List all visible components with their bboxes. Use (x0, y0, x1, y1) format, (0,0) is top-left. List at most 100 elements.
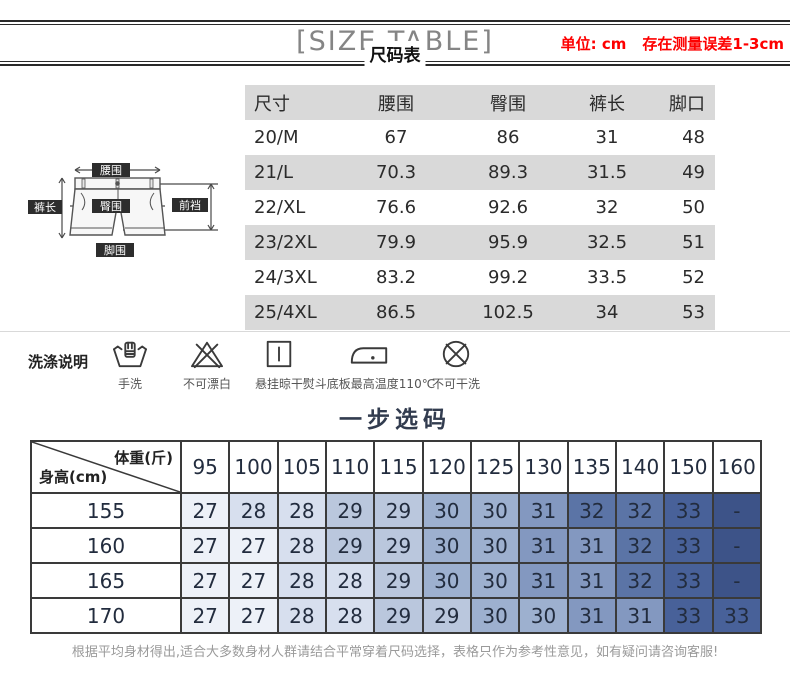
size-table-cell: 99.2 (487, 267, 529, 288)
size-table-wrap: 尺寸 腰围 臀围 裤长 脚口 20/M 67 86 31 48 21/L 70.3 89.3 31.5 49… (245, 85, 715, 330)
picker-header-row: 体重(斤) 身高(cm) 95 100 105 110 115 120 125 130 135 140… (30, 440, 763, 494)
size-table-cell: 32 (595, 197, 619, 218)
iron-110c-icon (288, 336, 450, 372)
care-label: 不可干洗 (431, 377, 480, 391)
picker-row: 165 27 27 28 28 29 30 30 31 31 32 33- (30, 562, 763, 599)
care-label: 熨斗底板最高温度110℃ (302, 377, 436, 391)
corner-height-label: 身高(cm) (39, 468, 108, 486)
care-item-iron: 熨斗底板最高温度110℃ (288, 336, 450, 392)
shorts-measurement-diagram: 腰围 裤长 前裆 臀围 脚围 (28, 163, 218, 257)
size-value-cell: 31 (566, 562, 617, 599)
size-table: 尺寸 腰围 臀围 裤长 脚口 20/M 67 86 31 48 21/L 70.3 89.3 31.5 49… (245, 85, 715, 330)
no-dry-clean-icon (413, 336, 499, 372)
care-title: 洗涤说明 (28, 353, 89, 371)
size-value-cell: 31 (566, 597, 617, 634)
size-table-cell: 70.3 (375, 162, 417, 183)
hang-dry-icon (237, 336, 321, 372)
size-value-cell: 29 (373, 562, 424, 599)
size-value-cell: 32 (614, 527, 666, 564)
size-value-cell: 30 (469, 562, 521, 599)
size-table-cell: 76.6 (375, 197, 417, 218)
size-value-cell: - (711, 562, 763, 599)
size-value-cell: 29 (324, 527, 376, 564)
size-value-cell: 31 (518, 527, 569, 564)
size-value-cell: 31 (518, 492, 569, 529)
picker-footnote: 根据平均身材得出,适合大多数身材人群请结合平常穿着尺码选择，表格只作为参考性意见… (71, 645, 719, 660)
size-value-cell: 33 (663, 597, 714, 634)
size-table-cell: 22/XL (254, 197, 306, 218)
tolerance-label: 存在测量误差1-3cm (642, 35, 784, 53)
height-row-header: 165 (30, 562, 182, 599)
care-label: 手洗 (117, 377, 142, 391)
size-table-cell: 20/M (254, 127, 299, 148)
corner-diagonal-line (32, 442, 180, 492)
care-item-no-bleach: 不可漂白 (165, 336, 249, 392)
picker-row: 170 27 27 28 28 29 29 30 30 31 31 33 33 (30, 597, 763, 634)
size-table-cell: 21/L (254, 162, 293, 183)
size-table-row: 25/4XL 86.5 102.5 34 53 (245, 295, 715, 330)
size-value-cell: 33 (663, 562, 714, 599)
waist-label: 腰围 (100, 164, 122, 177)
size-value-cell: 30 (421, 527, 472, 564)
size-table-row: 24/3XL 83.2 99.2 33.5 52 (245, 260, 715, 295)
no-bleach-icon (165, 336, 249, 372)
size-value-cell: 29 (373, 492, 424, 529)
size-table-cell: 34 (595, 302, 619, 323)
unit-label: 单位: cm (560, 35, 627, 53)
size-value-cell: 30 (421, 562, 472, 599)
size-value-cell: 30 (469, 492, 521, 529)
care-label: 悬挂晾干 (254, 377, 303, 391)
size-value-cell: 31 (566, 527, 617, 564)
size-table-cell: 23/2XL (254, 232, 317, 253)
size-value-cell: - (711, 492, 763, 529)
size-value-cell: 29 (373, 527, 424, 564)
size-table-cell: 67 (384, 127, 408, 148)
weight-column-header: 125 (469, 440, 521, 494)
size-value-cell: 28 (324, 562, 376, 599)
height-row-header: 155 (30, 492, 182, 529)
size-value-cell: 27 (179, 597, 231, 634)
header-rule-top-thick (0, 20, 790, 22)
size-value-cell: 33 (663, 527, 714, 564)
size-table-cell: 25/4XL (254, 302, 317, 323)
leg-opening-label: 脚围 (104, 243, 126, 257)
weight-column-header: 150 (663, 440, 714, 494)
size-value-cell: 29 (373, 597, 424, 634)
size-value-cell: 28 (228, 492, 279, 529)
size-value-cell: 27 (228, 562, 279, 599)
care-item-hang-dry: 悬挂晾干 (237, 336, 321, 392)
care-item-no-dry-clean: 不可干洗 (413, 336, 499, 392)
size-value-cell: 33 (711, 597, 763, 634)
size-value-cell: 27 (228, 527, 279, 564)
size-table-cell: 51 (682, 232, 705, 253)
size-value-cell: 29 (421, 597, 472, 634)
size-table-row: 20/M 67 86 31 48 (245, 120, 715, 155)
size-value-cell: 30 (518, 597, 569, 634)
weight-column-header: 110 (324, 440, 376, 494)
unit-note: 单位: cm 存在测量误差1-3cm (561, 33, 784, 54)
picker-table-wrap: 体重(斤) 身高(cm) 95 100 105 110 115 120 125 130 135 140… (30, 440, 763, 634)
weight-column-header: 140 (614, 440, 666, 494)
size-column-header: 尺寸 (254, 93, 290, 115)
size-column-header: 腰围 (378, 93, 414, 115)
size-value-cell: 31 (518, 562, 569, 599)
size-value-cell: 30 (469, 597, 521, 634)
size-value-cell: - (711, 527, 763, 564)
size-value-cell: 31 (614, 597, 666, 634)
size-table-cell: 33.5 (586, 267, 628, 288)
size-value-cell: 28 (276, 562, 327, 599)
weight-column-header: 160 (711, 440, 763, 494)
size-table-cell: 53 (682, 302, 705, 323)
corner-weight-label: 体重(斤) (114, 449, 173, 467)
size-value-cell: 30 (469, 527, 521, 564)
hip-label: 臀围 (100, 200, 122, 213)
size-value-cell: 32 (614, 492, 666, 529)
weight-column-header: 130 (518, 440, 569, 494)
size-table-cell: 86 (496, 127, 520, 148)
size-table-row: 21/L 70.3 89.3 31.5 49 (245, 155, 715, 190)
weight-column-header: 105 (276, 440, 327, 494)
front-rise-label: 前裆 (179, 198, 201, 212)
care-label: 不可漂白 (182, 377, 231, 391)
picker-title: 一步选码 (339, 407, 451, 433)
size-table-cell: 24/3XL (254, 267, 317, 288)
